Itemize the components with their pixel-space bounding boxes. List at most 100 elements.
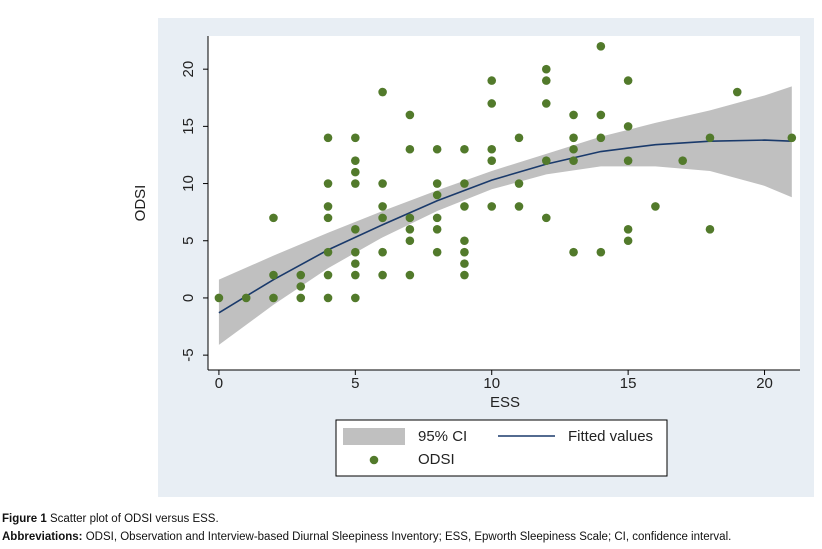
- data-point: [569, 144, 578, 154]
- data-point: [432, 144, 442, 154]
- data-point: [569, 133, 578, 143]
- data-point: [351, 259, 360, 268]
- y-tick-label: 20: [180, 61, 197, 78]
- data-point: [432, 179, 442, 188]
- data-point: [460, 247, 469, 257]
- caption: Figure 1 Scatter plot of ODSI versus ESS…: [2, 513, 219, 525]
- caption-label: Figure 1: [2, 513, 47, 525]
- data-point: [487, 76, 497, 85]
- data-point: [378, 270, 387, 280]
- abbreviations-label: Abbreviations:: [2, 531, 83, 543]
- data-point: [541, 99, 551, 108]
- abbreviations-text: ODSI, Observation and Interview-based Di…: [85, 531, 732, 543]
- y-tick-label: 5: [180, 237, 197, 245]
- data-point: [460, 259, 469, 268]
- data-point: [405, 236, 415, 246]
- data-point: [241, 293, 251, 303]
- data-point: [623, 236, 633, 246]
- data-point: [487, 99, 497, 108]
- fitted-line: [218, 139, 792, 314]
- y-tick-label: 10: [180, 175, 197, 192]
- data-point: [787, 133, 797, 143]
- data-point: [269, 270, 278, 280]
- data-point: [351, 167, 360, 177]
- data-point: [351, 247, 360, 257]
- data-point: [323, 202, 333, 211]
- legend-swatch: [369, 455, 379, 465]
- data-point: [460, 270, 469, 280]
- data-point: [623, 76, 633, 85]
- data-point: [623, 122, 633, 131]
- data-point: [351, 293, 360, 303]
- data-point: [541, 76, 551, 85]
- data-point: [569, 156, 578, 165]
- data-point: [378, 213, 387, 223]
- plot-area: [208, 36, 800, 370]
- x-tick-label: 15: [620, 375, 637, 392]
- data-point: [487, 156, 497, 165]
- data-point: [514, 202, 524, 211]
- x-tick-label: 5: [351, 375, 359, 392]
- data-point: [405, 144, 415, 154]
- data-point: [569, 247, 578, 257]
- data-point: [432, 247, 442, 257]
- data-point: [351, 156, 360, 165]
- data-point: [296, 270, 306, 280]
- data-point: [323, 213, 333, 223]
- data-point: [378, 179, 387, 188]
- chart: ESS ODSI 0 5 10 15 20 -5 0 5 10 15 20 95% CI Fitted …: [132, 18, 814, 497]
- data-point: [487, 202, 497, 211]
- data-point: [432, 225, 442, 234]
- abbreviations: Abbreviations: ODSI, Observation and Int…: [2, 531, 731, 543]
- x-tick-label: 0: [215, 375, 223, 392]
- data-point: [378, 202, 387, 211]
- data-point: [269, 213, 278, 223]
- data-point: [323, 179, 333, 188]
- data-point: [432, 213, 442, 223]
- data-point: [296, 282, 306, 291]
- caption-text: Scatter plot of ODSI versus ESS.: [49, 513, 219, 525]
- data-point: [705, 133, 715, 143]
- data-point: [487, 144, 497, 154]
- data-point: [351, 225, 360, 234]
- data-point: [323, 270, 333, 280]
- data-point: [514, 179, 524, 188]
- data-point: [460, 144, 469, 154]
- data-point: [541, 156, 551, 165]
- data-point: [705, 225, 715, 234]
- data-point: [432, 190, 442, 200]
- data-point: [460, 179, 469, 188]
- data-point: [405, 213, 415, 223]
- data-point: [623, 225, 633, 234]
- x-axis-label: ESS: [490, 394, 520, 411]
- data-point: [596, 110, 606, 120]
- y-axis-label: ODSI: [132, 185, 149, 222]
- y-tick-label: 15: [180, 118, 197, 135]
- data-point: [541, 213, 551, 223]
- data-point: [405, 270, 415, 280]
- data-point: [596, 41, 606, 51]
- data-point: [651, 202, 660, 211]
- y-tick-label: 0: [180, 294, 197, 302]
- legend-label: 95% CI: [418, 428, 467, 445]
- data-point: [460, 236, 469, 246]
- data-point: [460, 202, 469, 211]
- data-point: [596, 247, 606, 257]
- data-point: [569, 110, 578, 120]
- data-point: [596, 133, 606, 143]
- data-point: [214, 293, 224, 303]
- data-point: [732, 87, 742, 97]
- data-point: [405, 110, 415, 120]
- data-point: [623, 156, 633, 165]
- data-point: [296, 293, 306, 303]
- data-point: [269, 293, 278, 303]
- data-point: [323, 133, 333, 143]
- legend-label: ODSI: [418, 451, 455, 468]
- legend-label: Fitted values: [568, 428, 653, 445]
- confidence-band: [218, 86, 792, 345]
- y-tick-label: -5: [180, 348, 197, 361]
- data-point: [323, 293, 333, 303]
- x-tick-label: 20: [756, 375, 773, 392]
- data-point: [378, 247, 387, 257]
